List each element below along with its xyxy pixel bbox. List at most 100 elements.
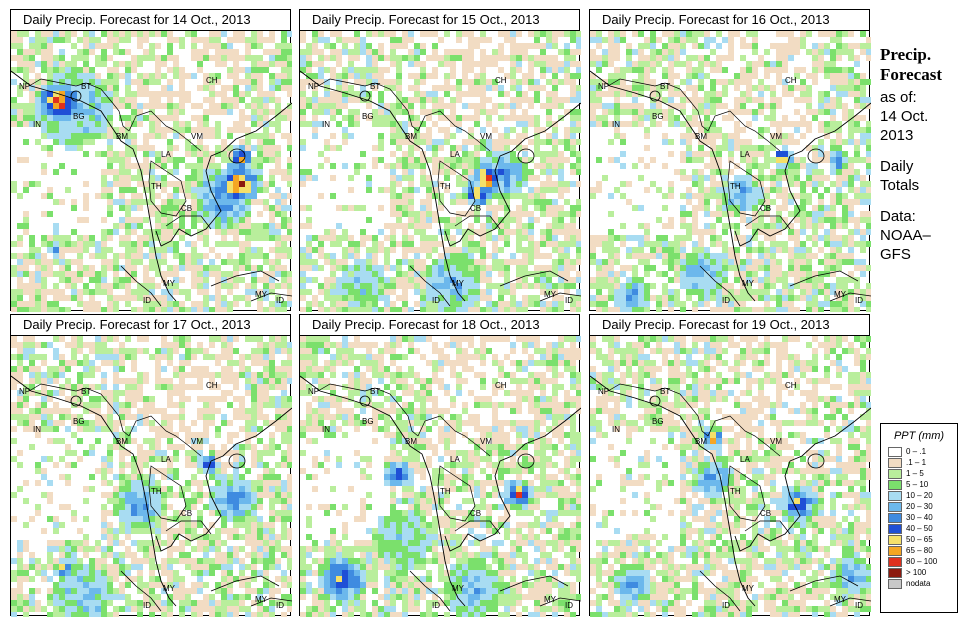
country-label-bt: BT [660, 387, 670, 396]
legend-swatch [888, 446, 902, 457]
country-label-vm: VM [191, 437, 203, 446]
country-label-bm: BM [116, 437, 128, 446]
country-label-my: MY [163, 584, 176, 593]
country-label-my: MY [163, 279, 176, 288]
legend-swatch [888, 512, 902, 523]
precip-field [11, 336, 292, 617]
country-label-id: ID [855, 296, 863, 305]
country-label-bg: BG [652, 417, 664, 426]
country-label-id: ID [432, 601, 440, 610]
side-info: Precip. Forecast as of: 14 Oct. 2013 Dai… [880, 45, 965, 264]
country-label-bm: BM [695, 132, 707, 141]
country-label-id: ID [276, 296, 284, 305]
legend-item: 10 – 20 [888, 490, 957, 501]
country-label-vm: VM [191, 132, 203, 141]
legend-label: .1 – 1 [906, 458, 927, 467]
heading-forecast: Forecast [880, 65, 942, 84]
island-outline [70, 395, 246, 469]
country-label-la: LA [161, 455, 171, 464]
island-outline [359, 395, 535, 469]
map-panel-17-oct: NP BT IN BG BM CH VM LA TH CB MY ID MY ID [10, 335, 292, 617]
legend-item: 80 – 100 [888, 556, 957, 567]
country-label-bg: BG [362, 112, 374, 121]
asof-date: 14 Oct. [880, 108, 929, 125]
precip-map: NP BT IN BG BM CH VM LA TH CB MY ID MY ID [590, 31, 871, 312]
legend-swatch [888, 490, 902, 501]
country-label-id: ID [565, 601, 573, 610]
legend-item: 5 – 10 [888, 479, 957, 490]
country-label-my: MY [834, 290, 847, 299]
country-label-in: IN [612, 425, 620, 434]
data-source-1: NOAA– [880, 227, 931, 244]
totals-label: Totals [880, 177, 920, 194]
country-label-bt: BT [81, 82, 91, 91]
legend-item: .1 – 1 [888, 457, 957, 468]
legend-swatch [888, 578, 902, 589]
legend-label: 1 – 5 [906, 469, 924, 478]
country-label-bg: BG [652, 112, 664, 121]
legend-label: nodata [906, 579, 931, 588]
country-label-th: TH [440, 182, 451, 191]
country-label-id: ID [432, 296, 440, 305]
country-label-np: NP [308, 82, 319, 91]
country-border [317, 383, 501, 535]
country-label-vm: VM [770, 437, 782, 446]
country-label-ch: CH [785, 76, 797, 85]
southern-coastline [699, 265, 871, 307]
country-label-in: IN [322, 120, 330, 129]
country-label-la: LA [740, 150, 750, 159]
country-label-bt: BT [81, 387, 91, 396]
data-source-2: GFS [880, 246, 911, 263]
panel-title-19-oct: Daily Precip. Forecast for 19 Oct., 2013 [589, 314, 870, 336]
panel-title-15-oct: Daily Precip. Forecast for 15 Oct., 2013 [299, 9, 580, 31]
country-label-th: TH [440, 487, 451, 496]
southern-coastline [409, 570, 581, 612]
country-label-in: IN [322, 425, 330, 434]
ppt-legend: PPT (mm) 0 – .1 .1 – 1 1 – 5 5 – 10 10 – 20 2… [880, 423, 958, 613]
country-label-th: TH [151, 487, 162, 496]
country-label-id: ID [722, 601, 730, 610]
legend-swatch [888, 523, 902, 534]
country-label-bm: BM [405, 437, 417, 446]
island-outline [649, 395, 825, 469]
map-panel-18-oct: NP BT IN BG BM CH VM LA TH CB MY ID MY ID [299, 335, 581, 617]
country-label-my: MY [255, 595, 268, 604]
legend-label: 80 – 100 [906, 557, 938, 566]
legend-item: 50 – 65 [888, 534, 957, 545]
country-label-ch: CH [495, 76, 507, 85]
legend-label: 20 – 30 [906, 502, 933, 511]
country-label-id: ID [565, 296, 573, 305]
country-label-th: TH [730, 487, 741, 496]
country-label-my: MY [742, 279, 755, 288]
legend-item: > 100 [888, 567, 957, 578]
country-label-bt: BT [370, 387, 380, 396]
country-label-np: NP [19, 82, 30, 91]
country-label-cb: CB [760, 204, 771, 213]
asof-label: as of: [880, 89, 917, 106]
country-label-la: LA [740, 455, 750, 464]
country-label-ch: CH [206, 381, 218, 390]
country-label-bg: BG [73, 417, 85, 426]
coastline [590, 70, 871, 302]
daily-label: Daily [880, 158, 914, 175]
country-label-id: ID [143, 296, 151, 305]
coastline [300, 70, 581, 302]
coastline [11, 375, 292, 607]
country-label-id: ID [722, 296, 730, 305]
country-label-cb: CB [470, 204, 481, 213]
island-outline [70, 90, 246, 164]
country-label-ch: CH [785, 381, 797, 390]
coastline [300, 375, 581, 607]
country-label-bm: BM [116, 132, 128, 141]
precip-field [590, 31, 871, 312]
legend-swatch [888, 468, 902, 479]
legend-item: 0 – .1 [888, 446, 957, 457]
map-panel-14-oct: NP BT IN BG BM CH VM LA TH CB MY ID MY ID [10, 30, 292, 312]
legend-swatch [888, 556, 902, 567]
legend-swatch [888, 501, 902, 512]
legend-label: 30 – 40 [906, 513, 933, 522]
country-label-la: LA [161, 150, 171, 159]
legend-swatch [888, 545, 902, 556]
legend-swatch [888, 457, 902, 468]
southern-coastline [120, 570, 292, 612]
